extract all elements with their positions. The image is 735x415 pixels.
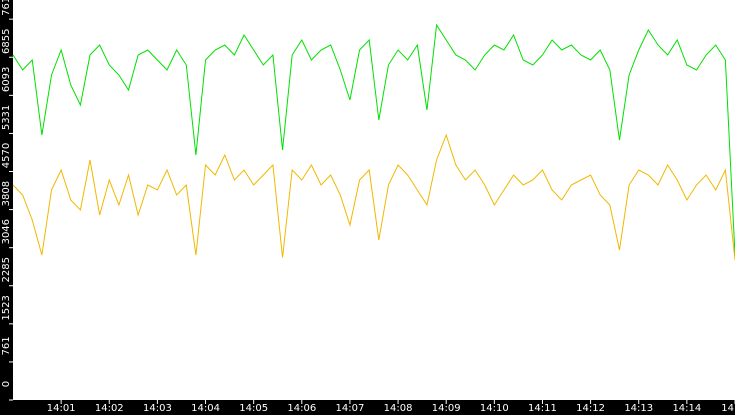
x-tick-label: 14:03 [143,403,172,414]
x-tick-label: 14:09 [432,403,461,414]
y-tick-label: 6093 [1,67,12,92]
y-tick-label: 3046 [1,219,12,244]
y-tick-label: 761 [1,336,12,355]
x-axis-strip [0,400,735,415]
x-tick-label: 14:02 [95,403,124,414]
x-tick-label: 14:06 [287,403,316,414]
y-tick-label: 6855 [1,29,12,54]
x-tick-label: 14 [721,403,734,414]
x-tick-label: 14:14 [672,403,701,414]
y-tick-label: 3808 [1,181,12,206]
y-tick-label: 4570 [1,143,12,168]
y-axis-strip [0,0,13,415]
x-tick-label: 14:01 [47,403,76,414]
x-tick-label: 14:08 [384,403,413,414]
x-tick-label: 14:07 [336,403,365,414]
data-line [12,133,735,261]
y-tick-label: 2285 [1,257,12,282]
x-tick-label: 14:13 [624,403,653,414]
x-tick-label: 14:11 [528,403,557,414]
x-tick-label: 14:05 [239,403,268,414]
y-tick-label: 5331 [1,105,12,130]
x-tick-label: 14:10 [480,403,509,414]
data-line [12,23,735,256]
x-tick-label: 14:04 [191,403,220,414]
y-tick-label: 1523 [1,295,12,320]
x-tick-label: 14:12 [576,403,605,414]
y-tick-label: 0 [1,381,12,387]
y-tick-label: 7617 [1,0,12,16]
